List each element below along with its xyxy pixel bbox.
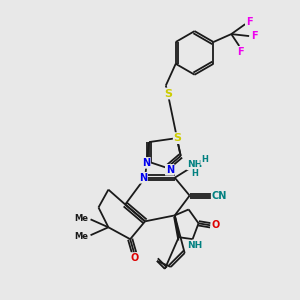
Text: N: N xyxy=(142,158,150,168)
Text: CN: CN xyxy=(212,190,227,201)
Text: Me: Me xyxy=(75,232,88,241)
Text: O: O xyxy=(211,220,220,230)
Text: N: N xyxy=(139,173,147,183)
Text: N: N xyxy=(166,165,174,175)
Text: S: S xyxy=(174,133,182,143)
Text: H: H xyxy=(201,155,208,164)
Text: H: H xyxy=(191,169,198,178)
Text: S: S xyxy=(164,88,172,98)
Text: F: F xyxy=(237,47,244,57)
Text: NH: NH xyxy=(187,160,202,169)
Text: F: F xyxy=(246,17,252,27)
Text: NH: NH xyxy=(187,241,202,250)
Text: F: F xyxy=(251,31,257,41)
Text: Me: Me xyxy=(75,214,88,223)
Text: O: O xyxy=(130,253,138,263)
